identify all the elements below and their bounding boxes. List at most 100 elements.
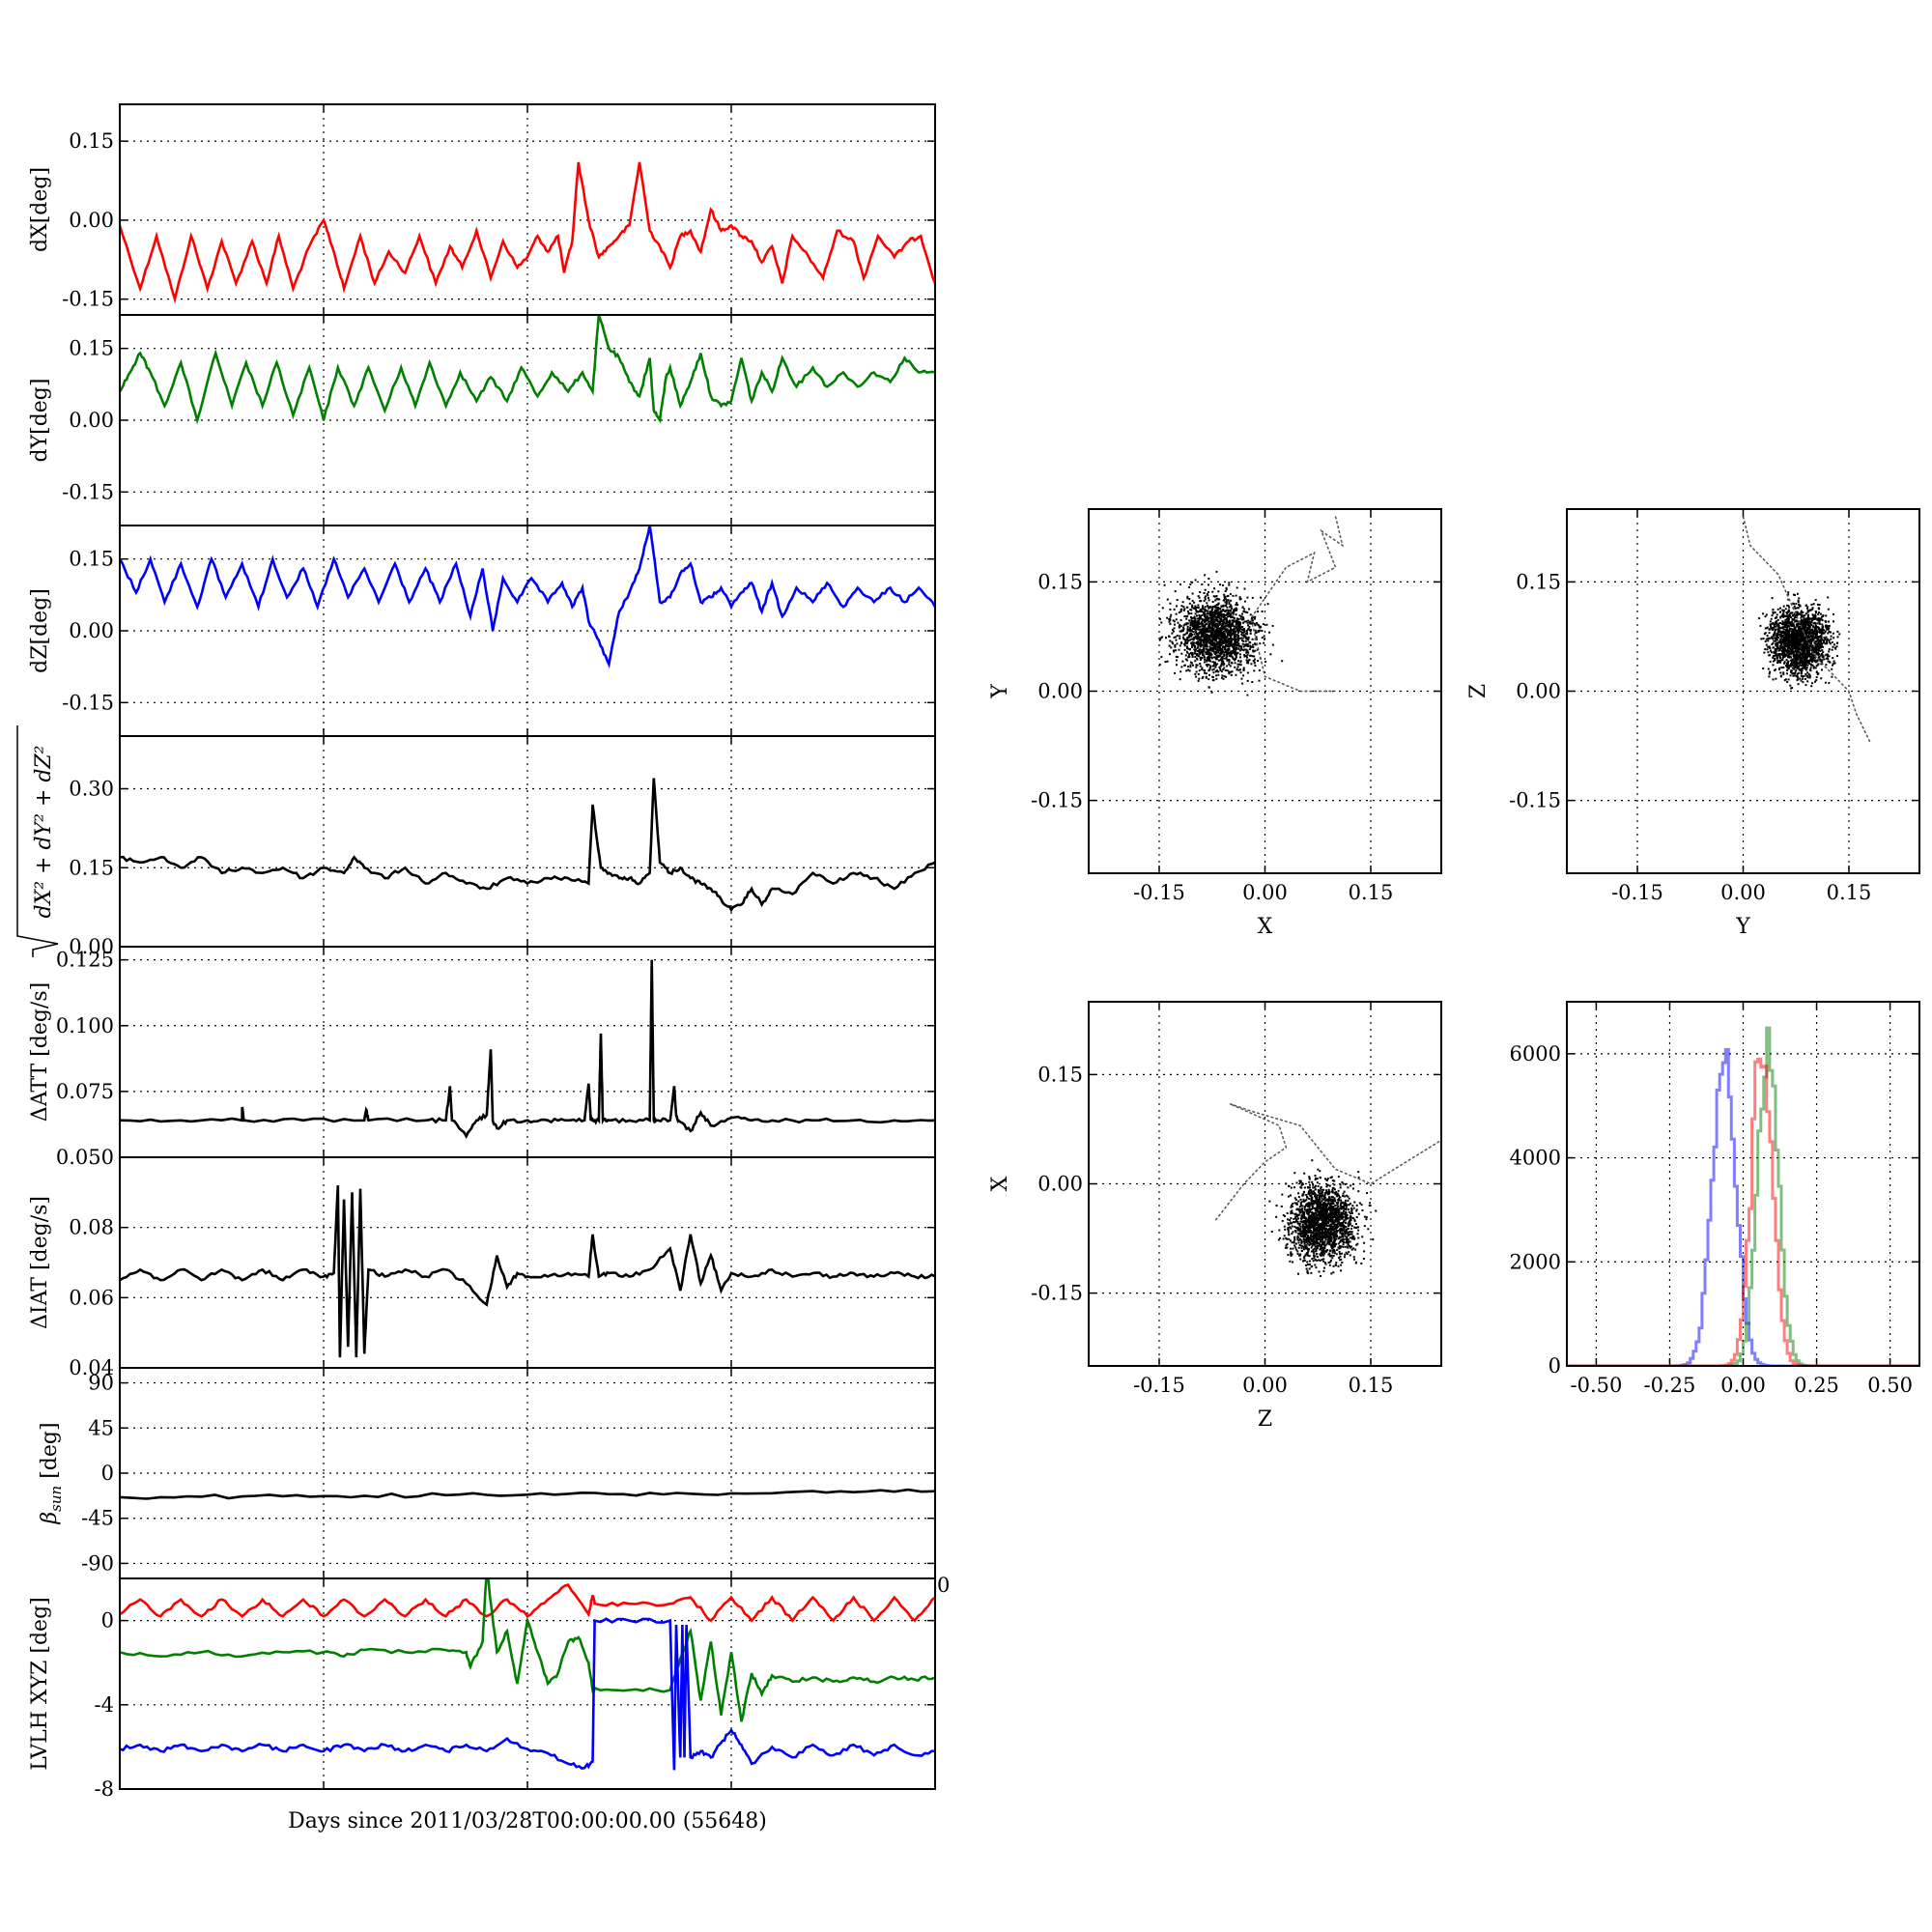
scatter-point (1778, 653, 1781, 656)
scatter-point (1803, 638, 1805, 640)
scatter-point (1186, 647, 1188, 650)
scatter-point (1772, 609, 1775, 611)
scatter-point (1206, 631, 1208, 633)
scatter-point (1254, 658, 1256, 661)
scatter-point (1788, 634, 1791, 637)
scatter-point (1225, 675, 1228, 678)
scatter-point (1338, 1224, 1341, 1227)
scatter-point (1814, 629, 1816, 632)
scatter-point (1179, 630, 1181, 633)
y-axis-label: βsun [deg] (38, 1422, 65, 1524)
scatter-point (1301, 1213, 1304, 1216)
scatter-point (1212, 671, 1215, 674)
scatter-point (1814, 656, 1817, 659)
scatter-point (1326, 1241, 1329, 1243)
scatter-point (1193, 652, 1196, 655)
scatter-point (1207, 611, 1209, 614)
scatter-point (1340, 1201, 1343, 1204)
scatter-point (1305, 1253, 1308, 1256)
scatter-point (1240, 677, 1243, 680)
scatter-point (1782, 626, 1785, 629)
scatter-point (1199, 648, 1202, 651)
scatter-point (1772, 664, 1775, 667)
scatter-point (1305, 1199, 1308, 1202)
scatter-point (1206, 659, 1208, 662)
scatter-point (1776, 657, 1778, 660)
scatter-point (1327, 1262, 1330, 1264)
scatter-point (1788, 611, 1791, 613)
scatter-point (1228, 661, 1231, 664)
scatter-point (1299, 1220, 1302, 1223)
scatter-point (1786, 654, 1789, 657)
scatter-point (1803, 622, 1805, 624)
scatter-point (1183, 644, 1186, 647)
scatter-point (1817, 626, 1820, 629)
scatter-point (1194, 617, 1197, 620)
scatter-point (1327, 1217, 1329, 1219)
scatter-point (1811, 682, 1814, 685)
y-tick-label: 0.00 (1037, 680, 1083, 703)
scatter-point (1232, 612, 1235, 615)
scatter-point (1181, 660, 1184, 663)
scatter-point (1250, 663, 1253, 666)
scatter-point (1208, 624, 1211, 627)
scatter-point (1772, 628, 1775, 631)
scatter-point (1321, 1240, 1324, 1243)
scatter-point (1790, 669, 1793, 672)
scatter-point (1794, 616, 1797, 619)
scatter-point (1807, 628, 1810, 631)
scatter-point (1342, 1182, 1345, 1185)
scatter-point (1216, 623, 1219, 626)
scatter-point (1308, 1206, 1311, 1208)
scatter-point (1228, 660, 1231, 662)
scatter-point (1222, 620, 1225, 623)
scatter-point (1239, 664, 1242, 667)
scatter-point (1208, 599, 1210, 602)
scatter-point (1204, 671, 1206, 674)
scatter-point (1775, 622, 1777, 625)
scatter-point (1174, 671, 1177, 674)
scatter-point (1223, 625, 1226, 628)
scatter-point (1784, 647, 1787, 650)
scatter-point (1786, 612, 1789, 614)
scatter-point (1777, 623, 1780, 626)
scatter-point (1230, 599, 1233, 602)
scatter-point (1828, 627, 1831, 630)
scatter-point (1787, 641, 1789, 644)
scatter-point (1827, 620, 1830, 623)
scatter-point (1228, 663, 1231, 666)
scatter-point (1814, 611, 1817, 612)
scatter-point (1244, 639, 1247, 642)
scatter-point (1767, 639, 1770, 642)
scatter-point (1228, 652, 1231, 654)
scatter-point (1225, 665, 1228, 668)
scatter-point (1316, 1223, 1319, 1226)
scatter-point (1218, 644, 1221, 647)
scatter-point (1798, 634, 1801, 637)
scatter-point (1168, 636, 1171, 639)
scatter-point (1812, 616, 1815, 619)
scatter-point (1290, 1251, 1293, 1254)
scatter-point (1213, 661, 1216, 664)
scatter-point (1198, 637, 1201, 639)
scatter-point (1212, 635, 1215, 637)
scatter-point (1259, 629, 1262, 632)
scatter-point (1229, 654, 1231, 657)
scatter-point (1208, 636, 1211, 639)
scatter-point (1777, 661, 1780, 664)
scatter-point (1804, 620, 1807, 623)
scatter-point (1191, 581, 1194, 583)
scatter-point (1203, 668, 1206, 671)
scatter-point (1818, 641, 1820, 644)
scatter-point (1223, 654, 1226, 657)
scatter-point (1177, 621, 1179, 624)
scatter-point (1198, 613, 1201, 616)
scatter-point (1807, 610, 1810, 612)
scatter-point (1252, 616, 1255, 619)
scatter-point (1803, 641, 1805, 644)
scatter-point (1814, 626, 1817, 629)
y-axis-label: dX[deg] (28, 167, 52, 252)
scatter-point (1169, 608, 1172, 611)
scatter-point (1203, 592, 1206, 594)
